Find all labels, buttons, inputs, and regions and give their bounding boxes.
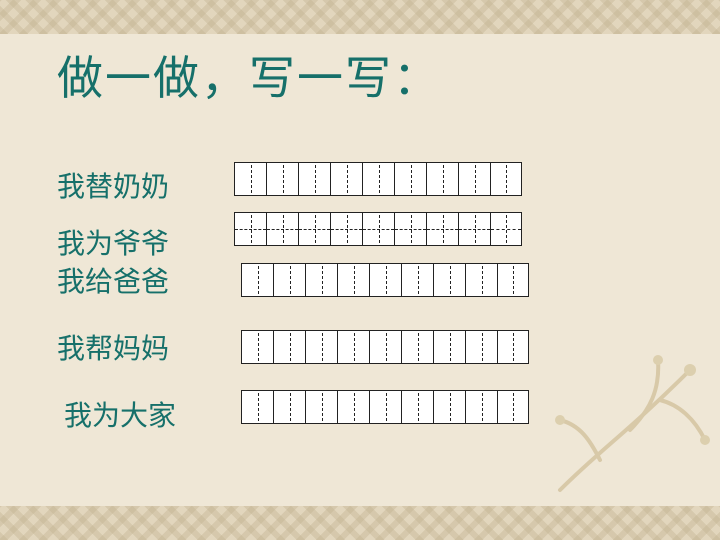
writing-cell[interactable] [362, 212, 394, 246]
writing-cell[interactable] [234, 212, 266, 246]
writing-grid-everyone[interactable] [241, 390, 529, 424]
writing-cell[interactable] [394, 212, 426, 246]
writing-cell[interactable] [298, 212, 330, 246]
writing-cell[interactable] [305, 390, 337, 424]
writing-cell[interactable] [490, 162, 522, 196]
row-label-everyone: 我为大家 [64, 399, 177, 432]
writing-grid-grandpa[interactable] [234, 212, 522, 246]
writing-grid-grandma[interactable] [234, 162, 522, 196]
row-label-grandma: 我替奶奶 [57, 170, 170, 203]
writing-cell[interactable] [369, 263, 401, 297]
writing-cell[interactable] [305, 330, 337, 364]
writing-cell[interactable] [497, 263, 529, 297]
writing-grid-dad[interactable] [241, 263, 529, 297]
writing-grid-mom[interactable] [241, 330, 529, 364]
writing-cell[interactable] [330, 162, 362, 196]
writing-cell[interactable] [401, 390, 433, 424]
writing-cell[interactable] [401, 330, 433, 364]
writing-cell[interactable] [369, 390, 401, 424]
writing-cell[interactable] [234, 162, 266, 196]
decorative-border-top [0, 0, 720, 34]
writing-cell[interactable] [497, 330, 529, 364]
writing-cell[interactable] [337, 390, 369, 424]
writing-cell[interactable] [298, 162, 330, 196]
writing-cell[interactable] [458, 162, 490, 196]
writing-cell[interactable] [337, 263, 369, 297]
writing-cell[interactable] [465, 390, 497, 424]
branch-decoration [555, 355, 710, 492]
writing-cell[interactable] [266, 212, 298, 246]
decorative-border-bottom [0, 506, 720, 540]
writing-cell[interactable] [433, 263, 465, 297]
writing-cell[interactable] [433, 390, 465, 424]
writing-cell[interactable] [426, 212, 458, 246]
writing-cell[interactable] [362, 162, 394, 196]
writing-cell[interactable] [369, 330, 401, 364]
writing-cell[interactable] [241, 263, 273, 297]
writing-cell[interactable] [465, 330, 497, 364]
writing-cell[interactable] [273, 330, 305, 364]
row-label-grandpa: 我为爷爷 [57, 227, 170, 260]
row-label-mom: 我帮妈妈 [57, 332, 170, 365]
writing-cell[interactable] [401, 263, 433, 297]
writing-cell[interactable] [426, 162, 458, 196]
writing-cell[interactable] [394, 162, 426, 196]
writing-cell[interactable] [490, 212, 522, 246]
writing-cell[interactable] [433, 330, 465, 364]
writing-cell[interactable] [330, 212, 362, 246]
writing-cell[interactable] [458, 212, 490, 246]
writing-cell[interactable] [305, 263, 337, 297]
writing-cell[interactable] [337, 330, 369, 364]
writing-cell[interactable] [266, 162, 298, 196]
writing-cell[interactable] [241, 330, 273, 364]
writing-cell[interactable] [273, 263, 305, 297]
writing-cell[interactable] [465, 263, 497, 297]
row-label-dad: 我给爸爸 [57, 265, 170, 298]
writing-cell[interactable] [273, 390, 305, 424]
writing-cell[interactable] [497, 390, 529, 424]
page-title: 做一做，写一写： [57, 51, 441, 105]
writing-cell[interactable] [241, 390, 273, 424]
